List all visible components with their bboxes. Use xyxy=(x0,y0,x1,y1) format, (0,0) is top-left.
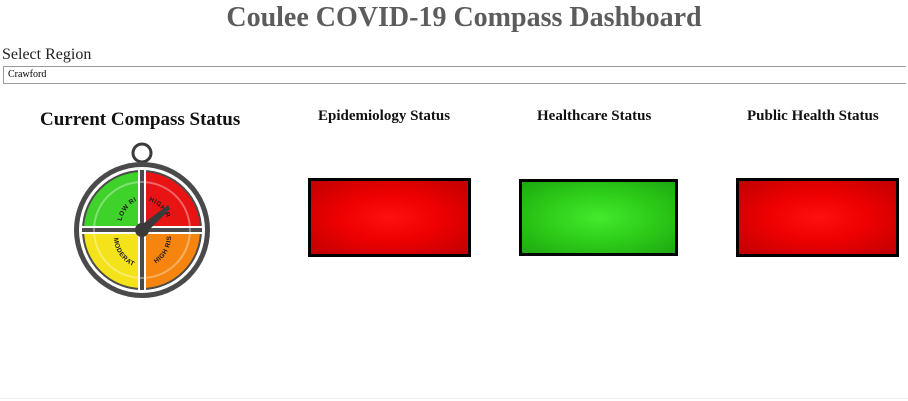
compass-quadrant-low-risk xyxy=(84,172,142,230)
public-health-status-title: Public Health Status xyxy=(747,108,879,124)
compass-status-title: Current Compass Status xyxy=(40,109,241,130)
compass-quadrant-moderate-risk xyxy=(84,230,142,288)
page-divider xyxy=(0,398,908,399)
epidemiology-status-title: Epidemiology Status xyxy=(318,108,451,124)
compass-gauge: LOW RISK HIGH RISK MODERATE RISK HIGH RI… xyxy=(71,142,210,298)
region-select[interactable]: Crawford xyxy=(3,66,906,84)
page-title: Coulee COVID-19 Compass Dashboard xyxy=(226,2,702,33)
healthcare-status-indicator xyxy=(519,179,678,256)
compass-needle-icon xyxy=(135,205,170,237)
healthcare-status-title: Healthcare Status xyxy=(537,108,652,124)
compass-quadrant-high-risk-bottom xyxy=(142,230,200,288)
compass-ring-icon xyxy=(131,142,153,164)
epidemiology-status-indicator xyxy=(308,178,471,257)
region-select-label: Select Region xyxy=(2,46,92,63)
public-health-status-indicator xyxy=(736,178,899,257)
